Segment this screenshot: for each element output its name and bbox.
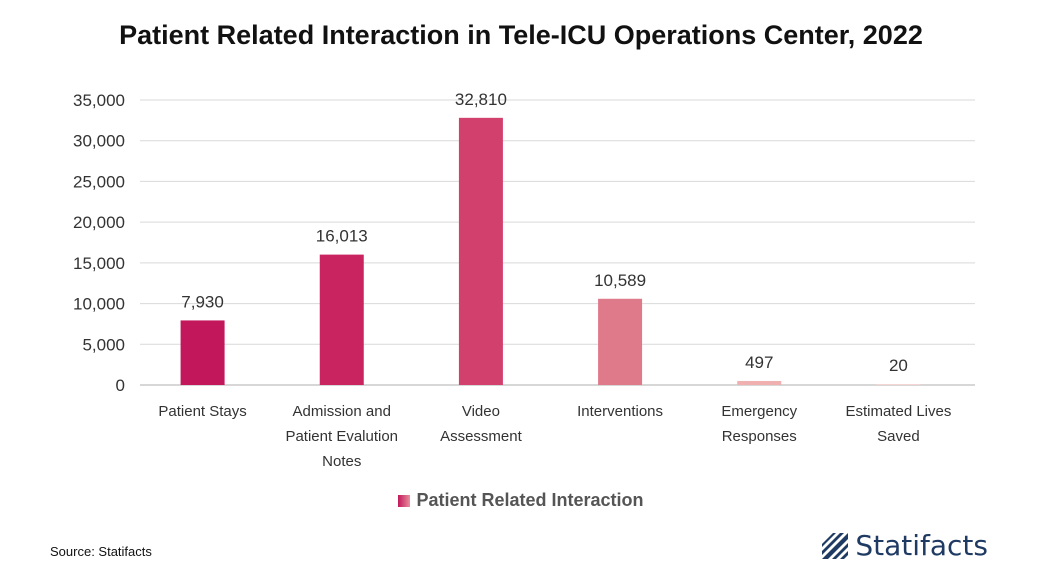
statifacts-logo-icon [822,532,849,559]
y-tick-label: 25,000 [73,172,125,191]
data-label: 10,589 [594,271,646,290]
category-labels: Patient Stays Admission and Patient Evalut… [158,403,951,470]
y-tick-label: 35,000 [73,91,125,110]
x-category-label: Video Assessment [440,403,523,445]
data-label: 497 [745,353,773,372]
bar [598,298,643,385]
y-tick-label: 15,000 [73,254,125,273]
gridlines [140,99,975,386]
source-note: Source: Statifacts [50,544,152,559]
brand-name: Statifacts [855,529,988,562]
data-labels: 7,930 16,013 32,810 10,589 497 20 [181,90,908,375]
bars [180,117,921,385]
legend-swatch [398,495,411,507]
y-tick-label: 0 [116,376,125,395]
x-category-label: Interventions [577,403,663,420]
y-tick-label: 30,000 [73,132,125,151]
data-label: 7,930 [181,292,224,311]
y-tick-label: 5,000 [82,335,125,354]
bar [458,117,503,385]
bar [876,384,921,385]
data-label: 16,013 [316,227,368,246]
data-label: 32,810 [455,90,507,109]
x-category-label: Patient Stays [158,403,246,420]
y-tick-label: 20,000 [73,213,125,232]
x-category-label: Admission and Patient Evalution Notes [285,403,398,470]
legend-label: Patient Related Interaction [416,490,644,510]
y-axis-ticks: 0 5,000 10,000 15,000 20,000 25,000 30,000 35,0… [73,91,125,395]
bar [737,380,782,385]
bar [319,254,364,385]
y-tick-label: 10,000 [73,295,125,314]
x-category-label: Emergency Responses [721,403,797,445]
legend: Patient Related Interaction [0,490,1042,511]
data-label: 20 [889,356,908,375]
bar [180,320,225,385]
x-category-label: Estimated Lives Saved [845,403,951,445]
chart-title: Patient Related Interaction in Tele-ICU … [119,20,923,50]
brand: Statifacts [820,529,988,562]
